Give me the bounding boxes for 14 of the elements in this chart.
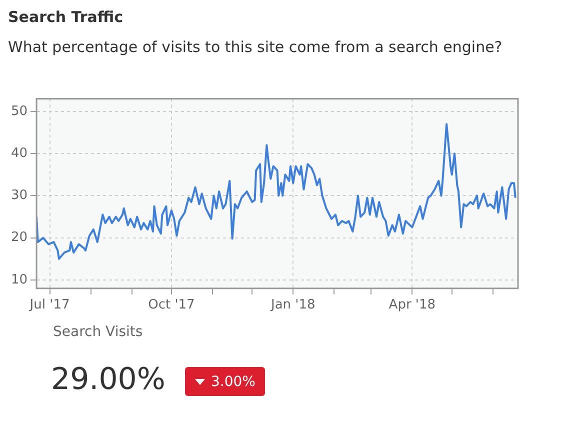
text: 3.00% (211, 374, 256, 390)
y-tick-label: 30 (10, 188, 28, 204)
x-tick-label: Jan '18 (270, 298, 316, 313)
text: 29.00% (51, 362, 166, 397)
text: Search Visits (53, 324, 143, 340)
x-tick-label: Jul '17 (28, 298, 70, 313)
y-tick-label: 10 (10, 272, 28, 288)
chart-title: Search Traffic (8, 8, 124, 26)
y-tick-label: 50 (10, 104, 28, 119)
x-tick-label: Apr '18 (388, 298, 436, 313)
x-tick-label: Oct '17 (148, 298, 195, 313)
y-tick-label: 20 (10, 230, 28, 246)
y-tick-label: 40 (10, 146, 28, 161)
chart-subtitle: What percentage of visits to this site come from a search engine? (8, 38, 502, 56)
